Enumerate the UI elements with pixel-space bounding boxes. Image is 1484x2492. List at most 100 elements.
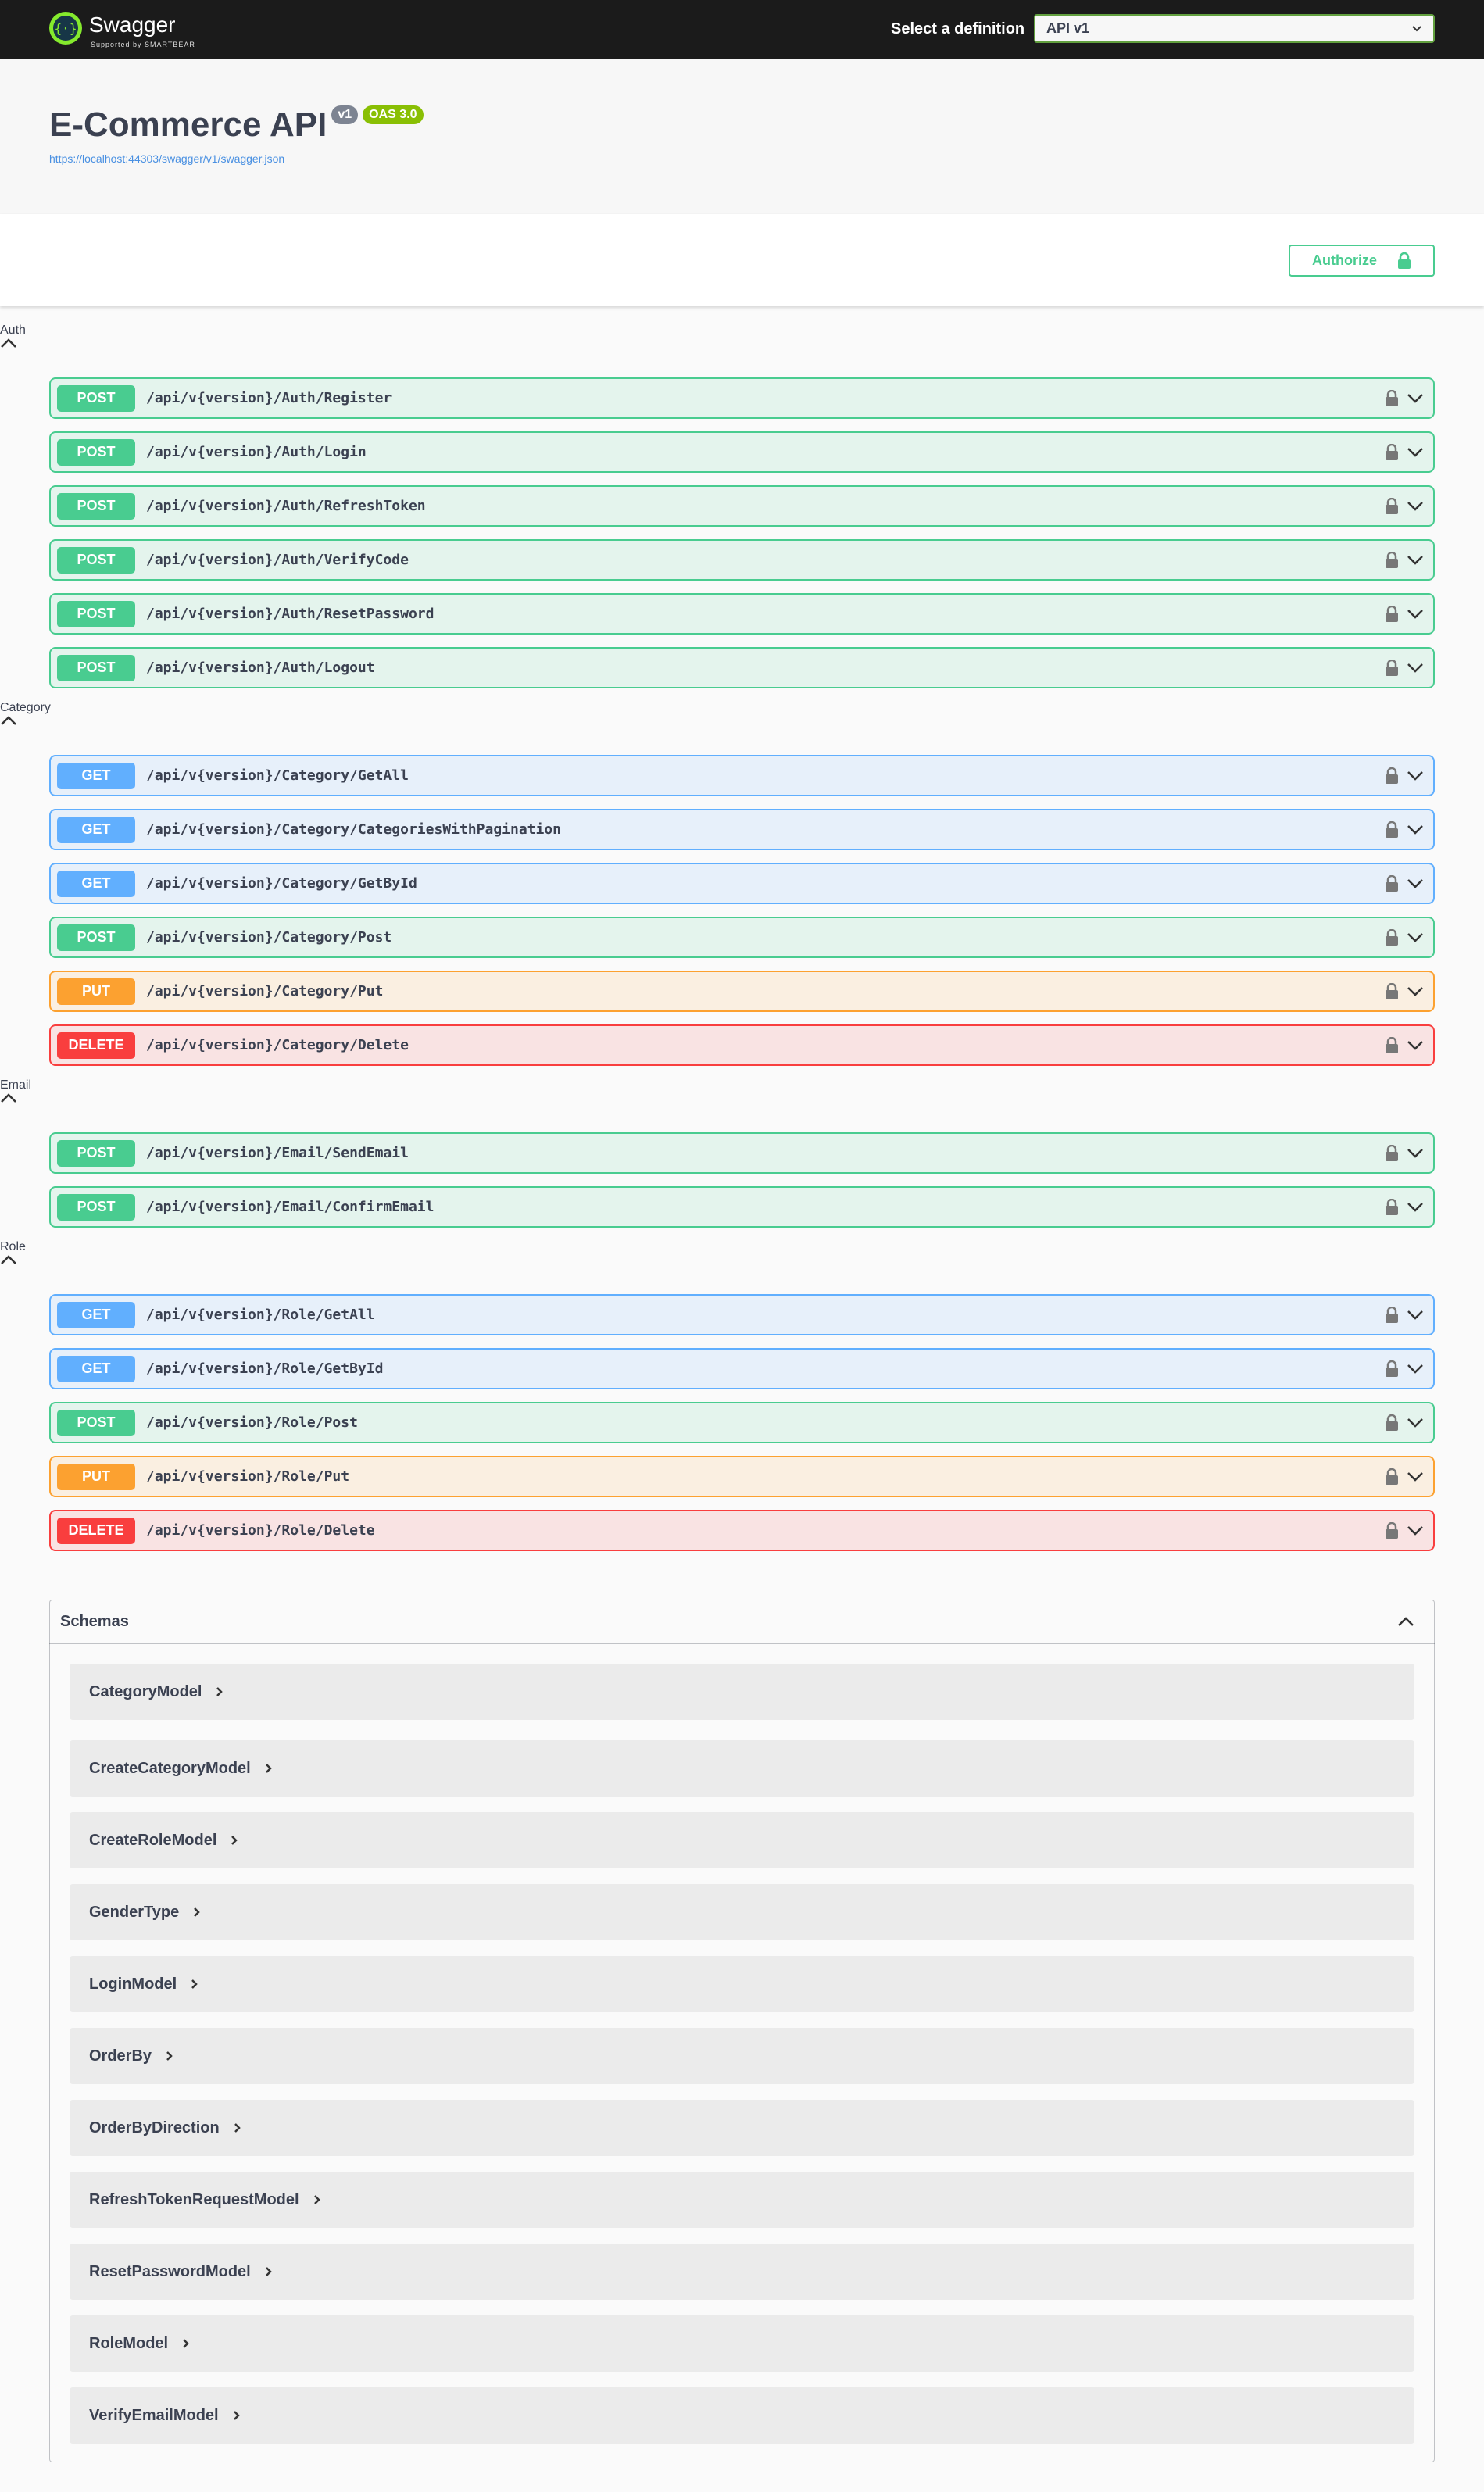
lock-icon[interactable] xyxy=(1385,874,1399,892)
chevron-down[interactable] xyxy=(1407,1471,1424,1482)
method-badge: PUT xyxy=(57,978,135,1005)
lock-icon[interactable] xyxy=(1385,605,1399,623)
lock-icon[interactable] xyxy=(1385,1144,1399,1162)
lock-icon[interactable] xyxy=(1385,1521,1399,1539)
section-header[interactable]: Auth xyxy=(0,324,41,349)
lock-icon[interactable] xyxy=(1385,1468,1399,1486)
schema-item[interactable]: LoginModel xyxy=(70,1956,1414,2012)
schema-name: LoginModel xyxy=(89,1975,177,1993)
operation[interactable]: PUT/api/v{version}/Category/Put xyxy=(49,971,1435,1012)
chevron-down[interactable] xyxy=(1407,663,1424,674)
chevron-down[interactable] xyxy=(1407,932,1424,943)
lock-icon[interactable] xyxy=(1385,659,1399,677)
chevron-down[interactable] xyxy=(1407,393,1424,404)
operation[interactable]: POST/api/v{version}/Auth/VerifyCode xyxy=(49,539,1435,581)
section-header[interactable]: Role xyxy=(0,1240,41,1265)
operation[interactable]: POST/api/v{version}/Category/Post xyxy=(49,917,1435,958)
title-row: E-Commerce API v1 OAS 3.0 xyxy=(49,105,424,145)
version-badge: v1 xyxy=(331,105,359,124)
chevron-down[interactable] xyxy=(1407,878,1424,889)
chevron-down[interactable] xyxy=(1407,1310,1424,1321)
collapse-icon[interactable] xyxy=(0,715,27,726)
operation[interactable]: GET/api/v{version}/Category/GetAll xyxy=(49,755,1435,796)
expand-icon xyxy=(182,2338,190,2349)
operation[interactable]: POST/api/v{version}/Auth/Register xyxy=(49,377,1435,419)
method-badge: POST xyxy=(57,924,135,951)
lock-icon[interactable] xyxy=(1385,821,1399,838)
operation[interactable]: GET/api/v{version}/Role/GetAll xyxy=(49,1294,1435,1335)
chevron-down[interactable] xyxy=(1407,1364,1424,1375)
definition-select[interactable]: API v1 xyxy=(1034,14,1435,43)
operation[interactable]: POST/api/v{version}/Auth/Logout xyxy=(49,647,1435,688)
operation-icons xyxy=(1385,605,1424,623)
schema-item[interactable]: RefreshTokenRequestModel xyxy=(70,2172,1414,2228)
chevron-down[interactable] xyxy=(1407,447,1424,458)
lock-icon[interactable] xyxy=(1385,1360,1399,1378)
schema-item[interactable]: OrderByDirection xyxy=(70,2100,1414,2156)
schema-item[interactable]: CreateRoleModel xyxy=(70,1812,1414,1868)
collapse-icon[interactable] xyxy=(1397,1616,1414,1627)
chevron-down[interactable] xyxy=(1407,555,1424,566)
oas-badge: OAS 3.0 xyxy=(363,105,424,124)
schema-item[interactable]: ResetPasswordModel xyxy=(70,2244,1414,2300)
chevron-down[interactable] xyxy=(1407,770,1424,781)
operation[interactable]: DELETE/api/v{version}/Role/Delete xyxy=(49,1510,1435,1551)
lock-icon xyxy=(1398,252,1411,269)
chevron-down[interactable] xyxy=(1407,1040,1424,1051)
collapse-icon[interactable] xyxy=(0,1092,17,1103)
select-arrow xyxy=(1412,25,1421,31)
chevron-down[interactable] xyxy=(1407,1418,1424,1428)
schema-item[interactable]: RoleModel xyxy=(70,2315,1414,2372)
chevron-down[interactable] xyxy=(1407,824,1424,835)
operation[interactable]: DELETE/api/v{version}/Category/Delete xyxy=(49,1024,1435,1066)
operation[interactable]: POST/api/v{version}/Auth/Login xyxy=(49,431,1435,473)
chevron-down[interactable] xyxy=(1407,501,1424,512)
schema-item[interactable]: GenderType xyxy=(70,1884,1414,1940)
brand-sub: Supported by SMARTBEAR xyxy=(91,41,195,48)
collapse-icon[interactable] xyxy=(0,338,17,349)
section-header[interactable]: Email xyxy=(0,1078,41,1103)
chevron-up xyxy=(1,1093,16,1103)
operation-path: /api/v{version}/Auth/ResetPassword xyxy=(146,606,434,622)
chevron-down[interactable] xyxy=(1407,986,1424,997)
chevron-down[interactable] xyxy=(1407,1525,1424,1536)
operation[interactable]: GET/api/v{version}/Role/GetById xyxy=(49,1348,1435,1389)
lock-icon[interactable] xyxy=(1385,928,1399,946)
authorize-button[interactable]: Authorize xyxy=(1289,245,1435,277)
lock-icon[interactable] xyxy=(1385,497,1399,515)
operation-path: /api/v{version}/Category/CategoriesWithP… xyxy=(146,821,562,838)
operation-path: /api/v{version}/Auth/Login xyxy=(146,444,367,460)
operation[interactable]: GET/api/v{version}/Category/CategoriesWi… xyxy=(49,809,1435,850)
lock-icon[interactable] xyxy=(1385,1306,1399,1324)
spec-url[interactable]: https://localhost:44303/swagger/v1/swagg… xyxy=(49,152,285,165)
schema-item[interactable]: CreateCategoryModel xyxy=(70,1740,1414,1797)
operation-path: /api/v{version}/Category/Delete xyxy=(146,1037,409,1053)
lock-icon[interactable] xyxy=(1385,1036,1399,1054)
operation-icons xyxy=(1385,497,1424,515)
operation[interactable]: PUT/api/v{version}/Role/Put xyxy=(49,1456,1435,1497)
operation[interactable]: POST/api/v{version}/Auth/RefreshToken xyxy=(49,485,1435,527)
chevron-down[interactable] xyxy=(1407,1148,1424,1159)
operation[interactable]: GET/api/v{version}/Category/GetById xyxy=(49,863,1435,904)
schema-item[interactable]: CategoryModel xyxy=(70,1664,1414,1720)
operation[interactable]: POST/api/v{version}/Email/ConfirmEmail xyxy=(49,1186,1435,1228)
operation[interactable]: POST/api/v{version}/Auth/ResetPassword xyxy=(49,593,1435,635)
chevron-down[interactable] xyxy=(1407,1202,1424,1213)
schema-name: ResetPasswordModel xyxy=(89,2262,251,2280)
schema-name: VerifyEmailModel xyxy=(89,2406,219,2424)
chevron-down[interactable] xyxy=(1407,609,1424,620)
collapse-icon[interactable] xyxy=(0,1254,17,1265)
lock-icon[interactable] xyxy=(1385,551,1399,569)
lock-icon[interactable] xyxy=(1385,1198,1399,1216)
operation[interactable]: POST/api/v{version}/Role/Post xyxy=(49,1402,1435,1443)
schema-item[interactable]: OrderBy xyxy=(70,2028,1414,2084)
lock-icon[interactable] xyxy=(1385,767,1399,785)
section-header[interactable]: Category xyxy=(0,701,51,726)
schema-item[interactable]: VerifyEmailModel xyxy=(70,2387,1414,2444)
lock-icon[interactable] xyxy=(1385,443,1399,461)
lock-icon[interactable] xyxy=(1385,1414,1399,1432)
schemas-header[interactable]: Schemas xyxy=(49,1600,1435,1644)
operation[interactable]: POST/api/v{version}/Email/SendEmail xyxy=(49,1132,1435,1174)
lock-icon[interactable] xyxy=(1385,982,1399,1000)
lock-icon[interactable] xyxy=(1385,389,1399,407)
